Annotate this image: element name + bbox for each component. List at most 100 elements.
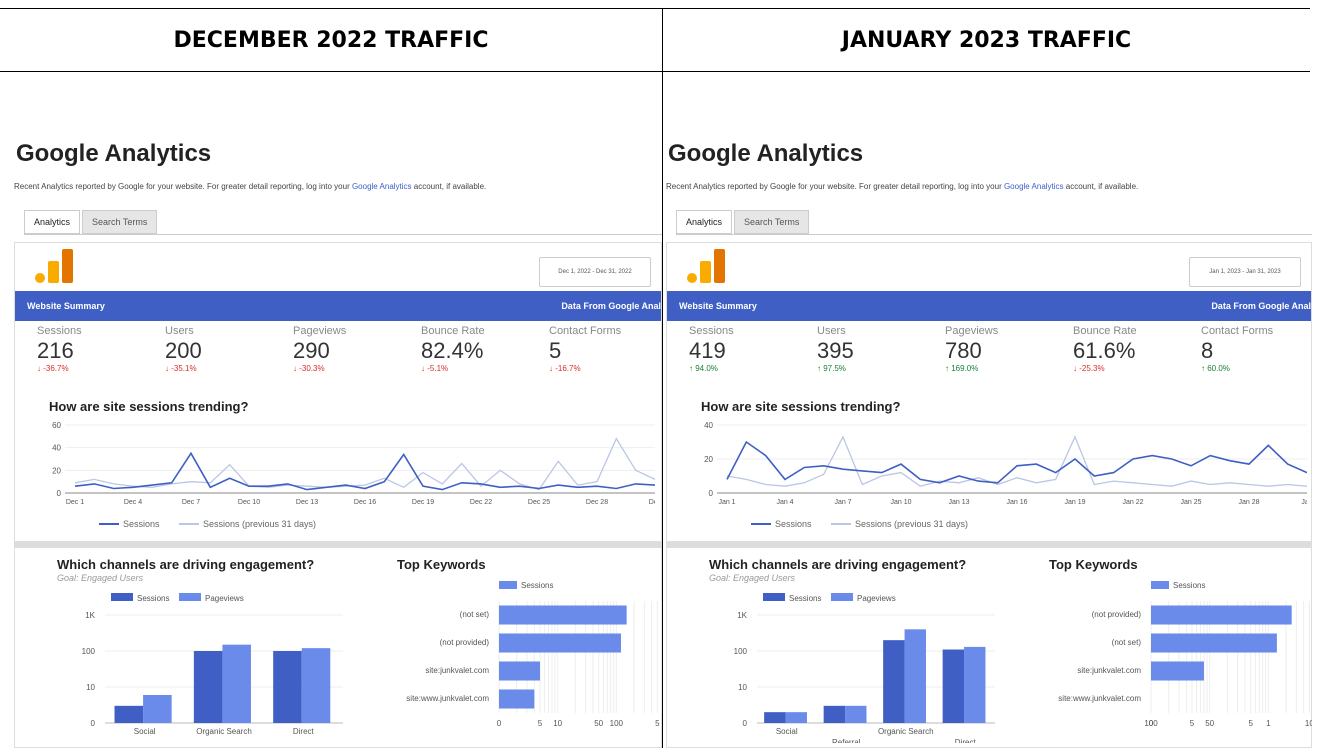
x-tick-label: Jan 13 <box>948 499 969 506</box>
metric-label: Bounce Rate <box>1073 325 1137 337</box>
google-analytics-link[interactable]: Google Analytics <box>351 182 412 191</box>
metric-label: Users <box>817 325 846 337</box>
bar-pageviews <box>301 648 331 723</box>
metric-value: 216 <box>37 338 74 363</box>
legend-pageviews: Pageviews <box>857 594 896 603</box>
legend-sessions: Sessions <box>521 581 553 590</box>
x-tick-label: Jan 19 <box>1064 499 1085 506</box>
x-category-label: Direct <box>293 727 315 736</box>
x-tick-label: Jan 7 <box>834 499 851 506</box>
legend-sessions: Sessions <box>789 594 821 603</box>
x-tick-label: 1 <box>1266 719 1271 728</box>
y-tick-label: 10 <box>738 683 747 692</box>
metric-change-value: -36.7% <box>43 364 69 373</box>
x-tick-label: 5 <box>1248 719 1253 728</box>
legend-sessions: Sessions <box>123 519 160 529</box>
website-summary-label: Website Summary <box>679 301 757 311</box>
tab-underline <box>24 234 662 235</box>
sessions-trend-chart: 0 20 40 Jan 1 Jan 4 Jan 7 Jan 10 Jan 13 Jan 16 Ja… <box>704 421 1307 529</box>
metric-change: ↓ -5.1% <box>421 364 531 373</box>
keyword-label: site:junkvalet.com <box>425 666 489 675</box>
metric-change-value: 97.5% <box>823 364 846 373</box>
x-tick-label: Dec 28 <box>586 499 608 506</box>
analytics-panel-january: Google Analytics Recent Analytics report… <box>666 130 1312 748</box>
x-tick-label: Dec 25 <box>528 499 550 506</box>
bar-pageviews <box>904 629 926 723</box>
metric-contact-forms: Contact Forms 5 ↓ -16.7% <box>549 325 659 373</box>
desc-text-end: account, if available. <box>411 182 487 191</box>
column-divider <box>662 8 663 748</box>
y-tick-label: 0 <box>91 719 96 728</box>
date-range-picker[interactable]: Jan 1, 2023 - Jan 31, 2023 <box>1189 257 1301 287</box>
section-divider <box>667 541 1311 548</box>
x-tick-label: Dec 7 <box>182 499 200 506</box>
metric-change-value: 60.0% <box>1207 364 1230 373</box>
tab-search-terms[interactable]: Search Terms <box>82 210 158 234</box>
ga-title: Google Analytics <box>668 140 864 167</box>
keyword-label: (not provided) <box>440 638 490 647</box>
metric-bounce-rate: Bounce Rate 82.4% ↓ -5.1% <box>421 325 531 373</box>
y-tick-label: 40 <box>704 421 713 430</box>
channels-title: Which channels are driving engagement? <box>709 557 967 572</box>
keyword-bar <box>1151 661 1204 681</box>
keyword-bar <box>499 689 535 709</box>
x-tick-label: Dec 1 <box>66 499 84 506</box>
y-tick-label: 1K <box>85 611 95 620</box>
website-summary-bar: Website Summary Data From Google Anal <box>15 291 661 321</box>
y-tick-label: 1K <box>737 611 747 620</box>
arrow-down-icon: ↓ <box>1073 364 1077 373</box>
keywords-title: Top Keywords <box>1049 557 1138 572</box>
tab-underline <box>676 234 1312 235</box>
metric-change: ↑ 60.0% <box>1201 364 1311 373</box>
tab-bar: Analytics Search Terms <box>24 210 159 234</box>
metric-value: 200 <box>165 338 202 363</box>
arrow-up-icon: ↑ <box>817 364 821 373</box>
keyword-bar <box>1151 633 1277 653</box>
x-tick-label: 5 <box>655 719 660 728</box>
metric-change: ↑ 97.5% <box>817 364 927 373</box>
metric-label: Pageviews <box>293 325 347 337</box>
keyword-label: (not set) <box>1112 638 1142 647</box>
date-range-picker[interactable]: Dec 1, 2022 - Dec 31, 2022 <box>539 257 651 287</box>
metrics-row: Sessions 419 ↑ 94.0% Users 395 ↑ 97.5% Pagevie… <box>667 325 1311 389</box>
tab-analytics[interactable]: Analytics <box>24 210 81 234</box>
channels-title: Which channels are driving engagement? <box>57 557 315 572</box>
legend-swatch-sessions <box>499 581 517 589</box>
google-analytics-link[interactable]: Google Analytics <box>1003 182 1064 191</box>
metric-value: 61.6% <box>1073 338 1136 363</box>
ga-description: Recent Analytics reported by Google for … <box>14 182 486 191</box>
website-summary-label: Website Summary <box>27 301 105 311</box>
x-tick-label: 5 <box>1190 719 1195 728</box>
x-tick-label: Dec 16 <box>354 499 376 506</box>
keyword-label: site:www.junkvalet.com <box>1058 694 1141 703</box>
metric-change-value: -5.1% <box>427 364 449 373</box>
x-tick-label: 50 <box>594 719 603 728</box>
arrow-down-icon: ↓ <box>549 364 553 373</box>
metric-users: Users 200 ↓ -35.1% <box>165 325 275 373</box>
keyword-label: (not provided) <box>1092 610 1142 619</box>
keyword-label: (not set) <box>460 610 490 619</box>
keywords-title: Top Keywords <box>397 557 486 572</box>
keyword-bar <box>1151 605 1292 625</box>
metrics-row: Sessions 216 ↓ -36.7% Users 200 ↓ -35.1% Pagev… <box>15 325 661 389</box>
legend-previous: Sessions (previous 31 days) <box>203 519 316 529</box>
keyword-bar <box>499 661 541 681</box>
y-tick-label: 40 <box>52 444 61 453</box>
metric-users: Users 395 ↑ 97.5% <box>817 325 927 373</box>
arrow-down-icon: ↓ <box>37 364 41 373</box>
x-tick-label: 50 <box>1205 719 1214 728</box>
keyword-label: site:junkvalet.com <box>1077 666 1141 675</box>
website-summary-bar: Website Summary Data From Google Anal <box>667 291 1311 321</box>
data-source-label: Data From Google Anal <box>561 301 661 311</box>
metric-label: Contact Forms <box>1201 325 1274 337</box>
tab-search-terms[interactable]: Search Terms <box>734 210 810 234</box>
bar-sessions <box>193 651 223 723</box>
desc-text-end: account, if available. <box>1063 182 1139 191</box>
x-tick-label: Dec 19 <box>412 499 434 506</box>
series-line-sessions <box>74 451 655 491</box>
tab-analytics[interactable]: Analytics <box>676 210 733 234</box>
metric-change: ↑ 169.0% <box>945 364 1055 373</box>
series-line-previous <box>74 437 655 491</box>
x-tick-label: Dec 13 <box>296 499 318 506</box>
legend-swatch-pageviews <box>831 593 853 601</box>
